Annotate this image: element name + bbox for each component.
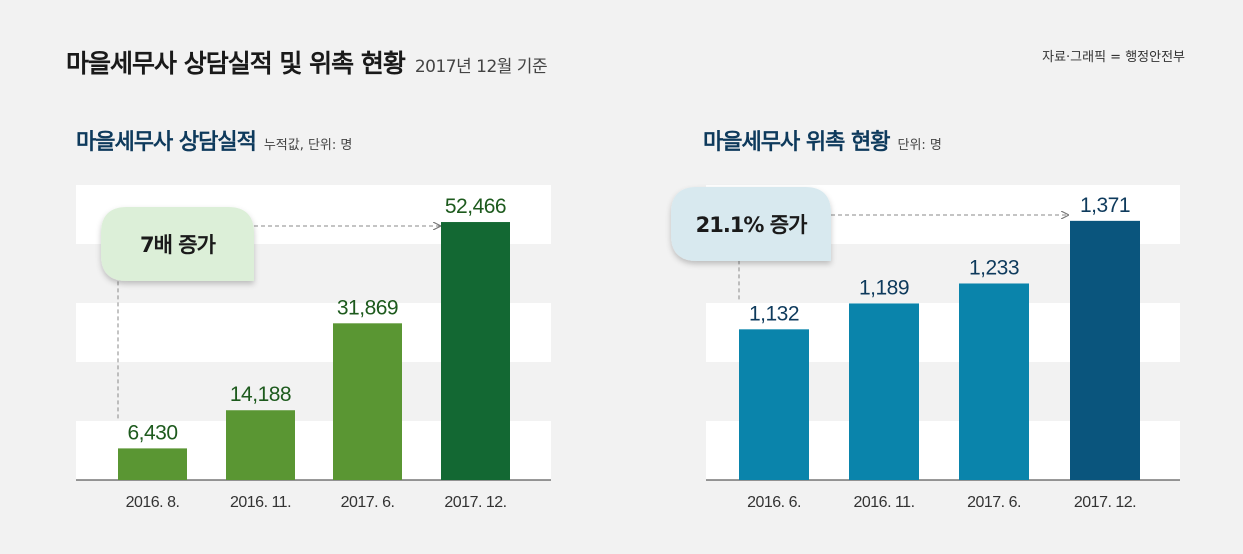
- main-title: 마을세무사 상담실적 및 위촉 현황 2017년 12월 기준: [66, 44, 548, 80]
- appoint-value-label-3: 1,233: [969, 256, 1019, 279]
- appoint-bar-1: [739, 329, 809, 480]
- appoint-bar-4: [1070, 220, 1140, 480]
- source-credit: 자료·그래픽 = 행정안전부: [1042, 50, 1185, 65]
- consult-value-label-1: 6,430: [127, 421, 177, 444]
- consult-callout-text: 7배 증가: [140, 233, 217, 257]
- appoint-callout-text: 21.1% 증가: [696, 213, 808, 237]
- consult-tick-label-3: 2017. 6.: [341, 494, 395, 511]
- appoint-tick-label-3: 2017. 6.: [967, 494, 1021, 511]
- appoint-value-label-1: 1,132: [749, 302, 799, 325]
- consult-value-label-3: 31,869: [337, 296, 398, 319]
- main-subtitle: 2017년 12월 기준: [414, 57, 548, 77]
- chart-unit-appointments: 단위: 명: [897, 138, 942, 153]
- consult-tick-label-2: 2016. 11.: [230, 494, 291, 511]
- consult-bar-4: [441, 222, 510, 480]
- appoint-tick-label-1: 2016. 6.: [747, 494, 801, 511]
- appoint-value-label-4: 1,371: [1080, 194, 1130, 217]
- consult-value-label-4: 52,466: [445, 195, 506, 218]
- appoint-bar-2: [849, 303, 919, 480]
- appoint-callout-bubble: [671, 187, 831, 261]
- appoint-value-label-2: 1,189: [859, 276, 909, 299]
- chart-title-consultations-text: 마을세무사 상담실적: [76, 130, 257, 155]
- consult-bar-3: [333, 323, 402, 480]
- consult-tick-label-1: 2016. 8.: [126, 494, 180, 511]
- consult-callout-bubble: [101, 207, 254, 281]
- consult-bar-1: [118, 448, 187, 480]
- chart-title-consultations: 마을세무사 상담실적 누적값, 단위: 명: [76, 124, 352, 156]
- appoint-tick-label-4: 2017. 12.: [1074, 494, 1136, 511]
- main-title-text: 마을세무사 상담실적 및 위촉 현황: [66, 49, 406, 78]
- consult-tick-label-4: 2017. 12.: [444, 494, 506, 511]
- chart-title-appointments-text: 마을세무사 위촉 현황: [703, 130, 890, 155]
- chart-unit-consultations: 누적값, 단위: 명: [263, 138, 353, 153]
- consult-value-label-2: 14,188: [230, 383, 291, 406]
- appoint-tick-label-2: 2016. 11.: [853, 494, 914, 511]
- consult-bar-2: [226, 410, 295, 480]
- chart-title-appointments: 마을세무사 위촉 현황 단위: 명: [703, 124, 942, 156]
- appoint-bar-3: [959, 283, 1029, 480]
